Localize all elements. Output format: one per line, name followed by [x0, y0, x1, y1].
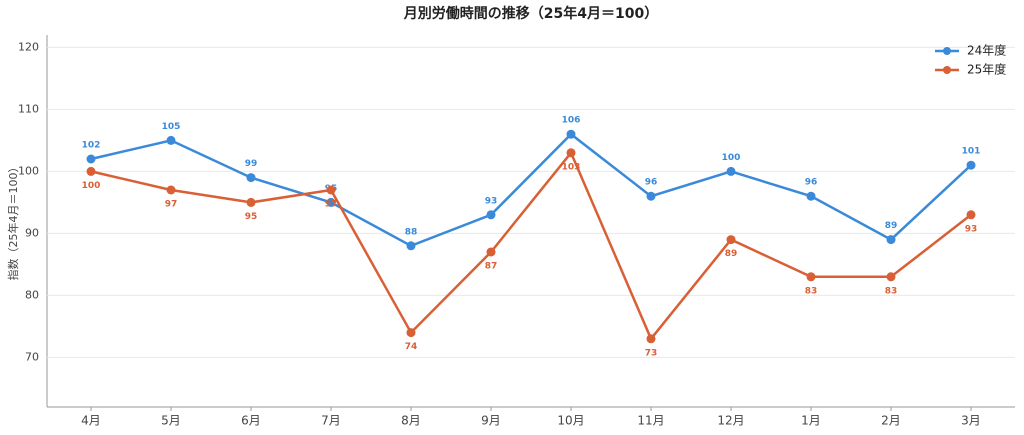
legend-marker	[943, 47, 951, 55]
value-label: 106	[562, 116, 581, 126]
point	[486, 247, 496, 257]
point	[806, 191, 816, 201]
value-label: 97	[165, 200, 178, 210]
point	[86, 154, 96, 164]
value-label: 99	[245, 159, 258, 169]
legend-label: 25年度	[967, 62, 1006, 77]
x-tick-label: 11月	[637, 414, 664, 428]
y-tick-label: 110	[18, 102, 39, 115]
value-label: 96	[645, 178, 658, 188]
x-tick-label: 12月	[717, 414, 744, 428]
y-tick-label: 70	[25, 350, 39, 363]
point	[806, 272, 816, 282]
point	[246, 173, 256, 183]
point	[966, 210, 976, 220]
series-line	[90, 132, 972, 248]
x-tick-label: 3月	[961, 414, 981, 428]
y-tick-label: 80	[25, 288, 39, 301]
point	[406, 328, 416, 338]
value-label: 93	[485, 196, 498, 206]
point	[966, 160, 976, 170]
value-label: 83	[885, 286, 898, 296]
x-tick-label: 5月	[161, 414, 181, 428]
x-tick-label: 9月	[481, 414, 501, 428]
point	[166, 185, 176, 195]
point	[86, 166, 96, 176]
y-tick-label: 120	[18, 40, 39, 53]
x-tick-label: 10月	[557, 414, 584, 428]
value-label: 95	[245, 212, 258, 222]
x-tick-label: 8月	[401, 414, 421, 428]
point	[646, 334, 656, 344]
legend-label: 24年度	[967, 43, 1006, 58]
y-tick-label: 90	[25, 226, 39, 239]
value-label: 96	[805, 178, 818, 188]
x-tick-label: 7月	[321, 414, 341, 428]
value-label: 100	[722, 153, 741, 163]
value-label: 74	[405, 342, 418, 352]
y-axis-label: 指数（25年4月＝100）	[6, 162, 20, 281]
series-line	[90, 150, 972, 342]
value-label: 97	[325, 200, 338, 210]
value-label: 87	[485, 262, 498, 272]
value-label: 88	[405, 227, 418, 237]
point	[166, 135, 176, 145]
value-label: 102	[82, 141, 101, 151]
point	[646, 191, 656, 201]
x-tick-label: 1月	[801, 414, 821, 428]
point	[326, 197, 336, 207]
point	[886, 235, 896, 245]
value-label: 73	[645, 348, 658, 358]
point	[886, 272, 896, 282]
value-label: 89	[725, 249, 738, 259]
chart-title: 月別労働時間の推移（25年4月＝100）	[403, 5, 658, 22]
value-label: 100	[82, 181, 101, 191]
point	[566, 148, 576, 158]
value-label: 105	[162, 122, 181, 132]
point	[486, 210, 496, 220]
y-tick-label: 100	[18, 164, 39, 177]
value-label: 83	[805, 286, 818, 296]
value-label: 93	[965, 224, 978, 234]
point	[726, 166, 736, 176]
value-label: 103	[562, 162, 581, 172]
value-label: 89	[885, 221, 898, 231]
point	[326, 185, 336, 195]
x-tick-label: 4月	[81, 414, 101, 428]
point	[566, 129, 576, 139]
point	[726, 235, 736, 245]
point	[246, 197, 256, 207]
point	[406, 241, 416, 251]
legend-marker	[943, 66, 951, 74]
value-label: 101	[962, 147, 981, 157]
x-tick-label: 2月	[881, 414, 901, 428]
x-tick-label: 6月	[241, 414, 261, 428]
